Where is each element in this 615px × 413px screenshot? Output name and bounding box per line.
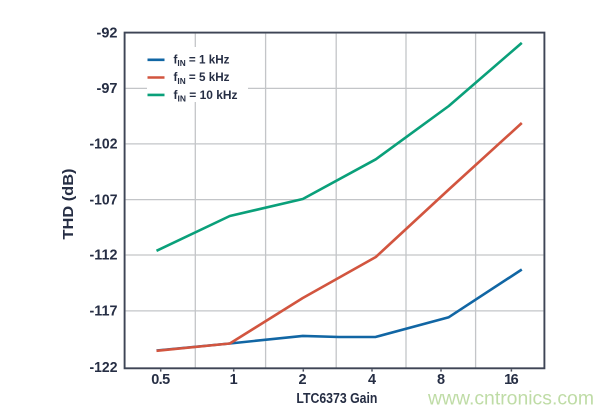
svg-text:-117: -117 bbox=[90, 304, 118, 320]
svg-text:0.5: 0.5 bbox=[151, 372, 170, 388]
svg-text:LTC6373 Gain: LTC6373 Gain bbox=[296, 391, 377, 407]
svg-text:THD (dB): THD (dB) bbox=[61, 168, 77, 239]
svg-text:-92: -92 bbox=[97, 25, 118, 41]
svg-text:-102: -102 bbox=[90, 137, 118, 153]
svg-text:-112: -112 bbox=[90, 248, 118, 264]
svg-text:16: 16 bbox=[504, 372, 519, 388]
svg-text:-97: -97 bbox=[97, 81, 118, 97]
svg-text:2: 2 bbox=[299, 372, 307, 388]
svg-text:fIN = 10 kHz: fIN = 10 kHz bbox=[174, 88, 238, 104]
svg-text:www.cntronics.com: www.cntronics.com bbox=[427, 389, 594, 410]
svg-text:4: 4 bbox=[368, 372, 376, 388]
svg-text:1: 1 bbox=[230, 372, 238, 388]
svg-text:-107: -107 bbox=[90, 192, 118, 208]
svg-text:8: 8 bbox=[437, 372, 445, 388]
svg-text:fIN = 5 kHz: fIN = 5 kHz bbox=[174, 70, 230, 86]
svg-text:fIN = 1 kHz: fIN = 1 kHz bbox=[174, 53, 230, 69]
svg-text:-122: -122 bbox=[90, 360, 118, 376]
